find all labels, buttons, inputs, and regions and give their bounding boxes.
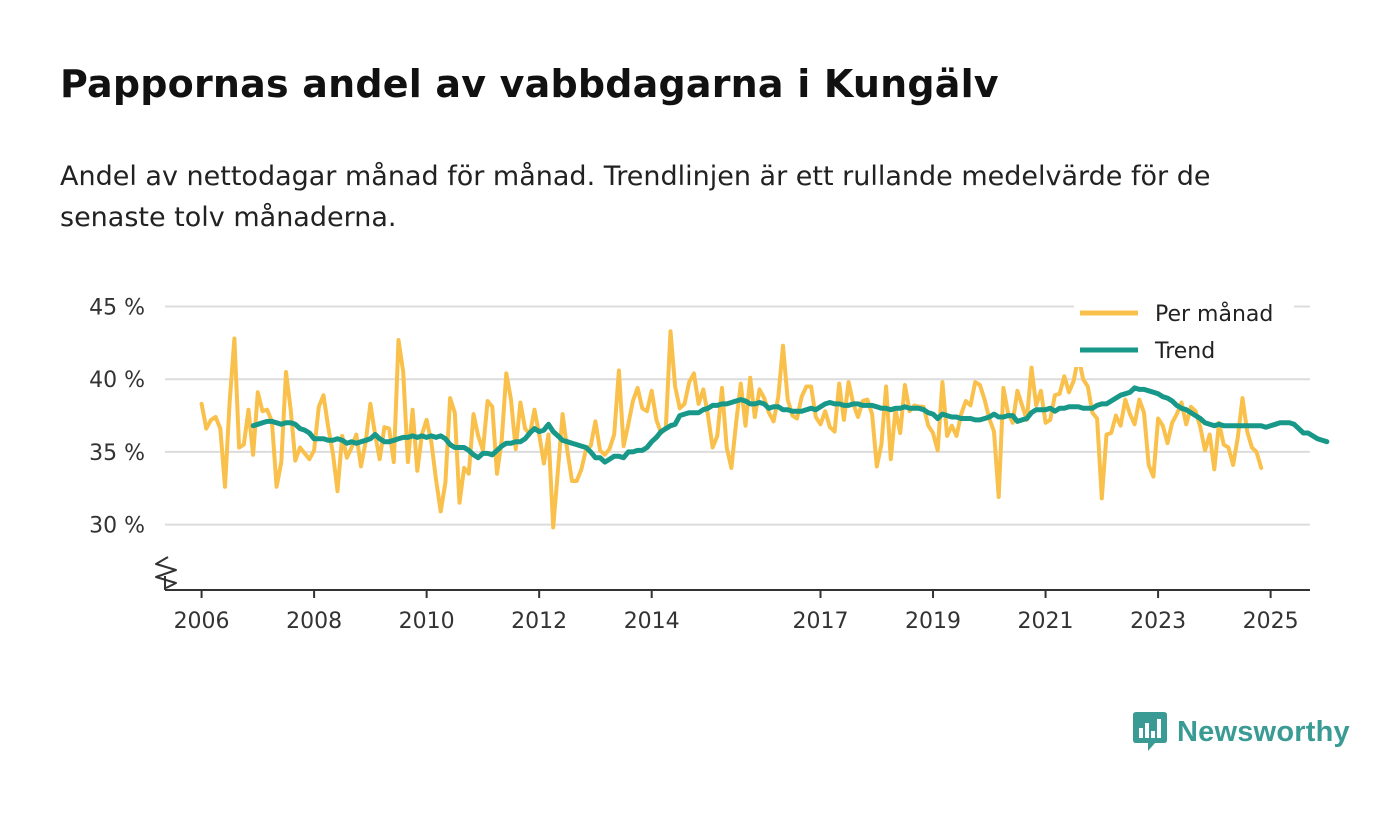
legend-label-per-manad: Per månad <box>1155 301 1273 327</box>
x-tick-label: 2006 <box>174 609 230 634</box>
legend: Per månad Trend <box>1074 295 1294 367</box>
x-tick-label: 2025 <box>1243 609 1299 634</box>
series-layer <box>199 329 1330 530</box>
x-axis <box>155 556 1310 591</box>
series-line-per-manad <box>199 329 1264 530</box>
legend-label-trend: Trend <box>1154 339 1215 364</box>
y-tick-label: 30 % <box>89 514 145 539</box>
legend-background <box>1074 295 1294 367</box>
x-tick-label: 2010 <box>399 609 455 634</box>
x-axis-ticks: 2006 2008 2010 2012 2014 2017 2019 2021 2023 2025 <box>174 590 1299 634</box>
x-tick-label: 2008 <box>286 609 342 634</box>
x-tick-label: 2017 <box>792 609 848 634</box>
y-tick-label: 45 % <box>89 296 145 321</box>
brand: Newsworthy <box>1133 712 1350 752</box>
y-tick-label: 40 % <box>89 368 145 393</box>
x-tick-label: 2023 <box>1130 609 1186 634</box>
chart-title: Pappornas andel av vabbdagarna i Kungälv <box>60 62 999 106</box>
x-tick-label: 2021 <box>1018 609 1074 634</box>
y-axis-ticks: 30 % 35 % 40 % 45 % <box>89 296 145 539</box>
newsworthy-logo-icon <box>1133 712 1167 751</box>
brand-name: Newsworthy <box>1177 715 1350 748</box>
series-line-trend <box>250 385 1330 465</box>
x-tick-label: 2019 <box>905 609 961 634</box>
x-tick-label: 2014 <box>624 609 680 634</box>
chart-subtitle: Andel av nettodagar månad för månad. Tre… <box>60 161 1211 233</box>
y-tick-label: 35 % <box>89 441 145 466</box>
x-tick-label: 2012 <box>511 609 567 634</box>
axis-break-icon <box>155 556 177 589</box>
